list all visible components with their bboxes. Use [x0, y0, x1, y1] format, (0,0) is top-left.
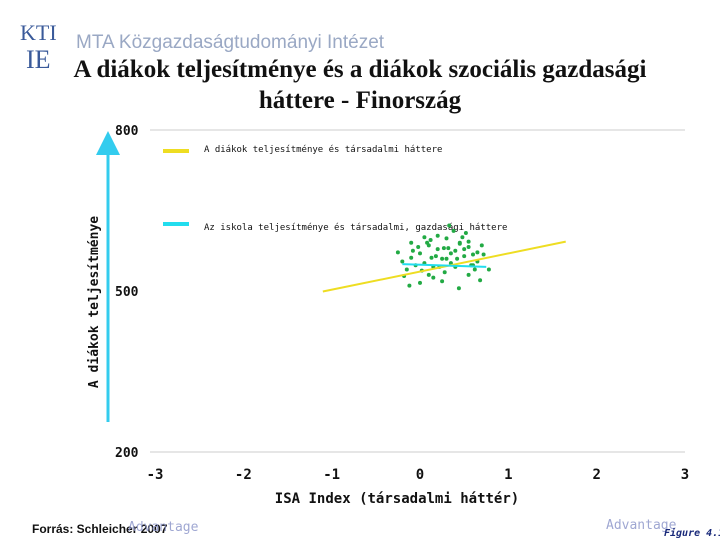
y-tick-label: 500 [115, 285, 139, 300]
data-point [486, 267, 491, 272]
data-point [422, 235, 427, 240]
data-point [425, 240, 430, 245]
x-tick-label: 3 [681, 467, 689, 483]
x-tick-label: -2 [235, 467, 252, 483]
data-point [446, 246, 451, 251]
data-point [471, 252, 475, 257]
data-point [404, 267, 409, 272]
series-line-student [322, 240, 566, 293]
data-point [418, 280, 422, 285]
data-point [435, 247, 440, 252]
data-point [466, 272, 471, 277]
title-line-1: A diákok teljesítménye és a diákok szoci… [73, 56, 647, 83]
data-point [409, 255, 414, 260]
legend-label-student: A diákok teljesítménye és társadalmi hát… [204, 144, 442, 155]
x-tick-labels: -3 -2 -1 0 1 2 3 [147, 467, 690, 483]
data-point [395, 250, 400, 255]
x-tick-label: 1 [504, 467, 512, 483]
data-point [410, 248, 415, 253]
data-point [466, 239, 471, 244]
data-point [466, 245, 471, 249]
data-point [462, 247, 467, 252]
data-point [444, 256, 449, 261]
data-point [462, 254, 467, 259]
data-point [472, 267, 477, 272]
legend: A diákok teljesítménye és társadalmi hát… [163, 144, 507, 233]
data-point [435, 233, 440, 238]
legend-label-school: Az iskola teljesítménye és társadalmi, g… [204, 222, 507, 233]
data-point [441, 246, 446, 251]
data-point [456, 286, 461, 291]
data-point [442, 270, 447, 275]
data-point [479, 243, 484, 248]
data-point [455, 256, 460, 261]
x-axis-label: ISA Index (társadalmi háttér) [275, 491, 519, 507]
x-tick-label: 0 [416, 467, 424, 483]
source-note: Forrás: Schleicher 2007 [32, 522, 168, 536]
logo-text-bottom: IE [26, 45, 51, 74]
y-tick-label: 800 [115, 124, 139, 139]
x-tick-label: -1 [323, 467, 340, 483]
data-point [440, 256, 445, 261]
y-tick-labels: 800 500 200 [115, 124, 139, 461]
data-points [395, 223, 491, 291]
data-point [463, 231, 468, 235]
data-point [448, 251, 453, 256]
data-point [478, 278, 483, 283]
logo-text-top: KTI [20, 20, 57, 45]
title-line-2: háttere - Finország [258, 87, 462, 114]
series-line-school [402, 263, 487, 268]
data-point [440, 279, 445, 284]
kti-logo: KTI IE [20, 20, 57, 74]
data-point [429, 255, 434, 260]
x-tick-label: -3 [147, 467, 164, 483]
data-point [416, 245, 421, 249]
data-point [407, 283, 412, 288]
data-point [444, 236, 449, 241]
data-point [433, 254, 438, 259]
data-point [453, 248, 458, 253]
data-point [418, 251, 422, 256]
page-title: A diákok teljesítménye és a diákok szoci… [0, 54, 720, 116]
data-point [400, 259, 405, 264]
data-point [431, 275, 436, 280]
y-tick-label: 200 [115, 446, 139, 461]
watermark-left: Advantage [128, 520, 199, 535]
x-tick-label: 2 [592, 467, 600, 483]
data-point [460, 235, 465, 240]
data-point [475, 250, 480, 255]
watermark-right: Advantage [606, 518, 677, 533]
data-point [481, 252, 486, 257]
data-point [409, 240, 414, 245]
institute-name: MTA Közgazdaságtudományi Intézet [76, 32, 385, 53]
data-point [428, 238, 433, 242]
y-axis-label: A diákok teljesítménye [87, 216, 102, 388]
regression-lines [322, 240, 566, 293]
figure-label: Figure 4.13 [664, 528, 720, 539]
data-point [447, 223, 452, 228]
data-point [426, 272, 431, 277]
data-point [451, 228, 456, 233]
data-point [457, 241, 462, 246]
